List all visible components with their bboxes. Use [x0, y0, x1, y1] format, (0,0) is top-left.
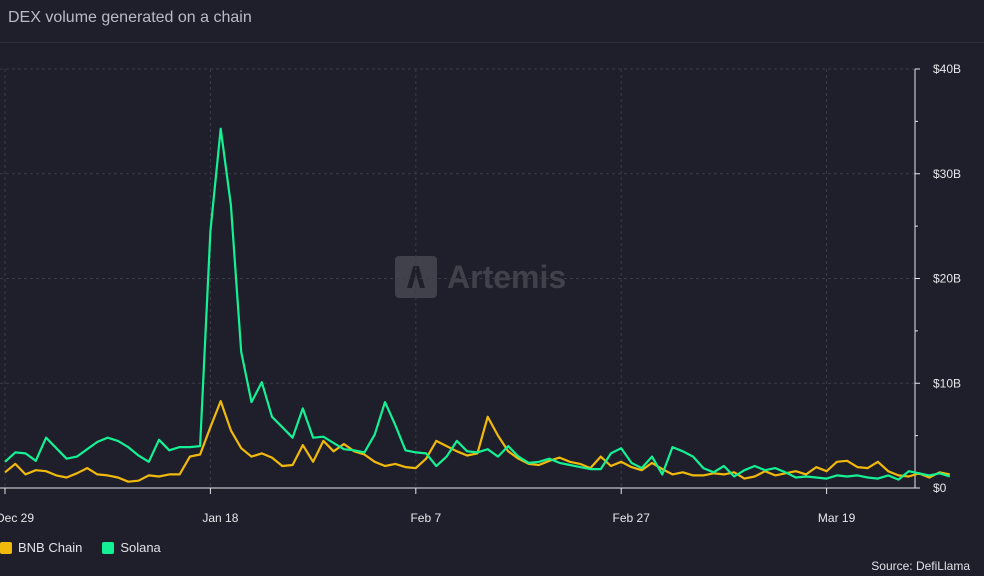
grid-layer	[0, 68, 915, 488]
series-layer	[4, 127, 951, 483]
y-tick-label: $40B	[933, 62, 961, 76]
axis-layer	[0, 68, 920, 494]
y-tick-label: $30B	[933, 167, 961, 181]
watermark-text: Artemis	[447, 258, 567, 295]
y-tick-label: $0	[933, 481, 947, 495]
legend-item-solana[interactable]: Solana	[102, 540, 161, 555]
label-layer: $0 $10B $20B $30B $40B Dec 29 Jan 18 Feb 7 Feb 2…	[0, 62, 961, 525]
x-tick-label: Dec 29	[0, 511, 34, 525]
legend-swatch-solana	[102, 541, 115, 554]
legend: BNB Chain Solana	[0, 540, 161, 555]
series-line-solana	[4, 127, 951, 481]
legend-label-solana: Solana	[120, 540, 161, 555]
x-tick-label: Mar 19	[818, 511, 856, 525]
chart-title: DEX volume generated on a chain	[8, 9, 252, 26]
y-tick-label: $20B	[933, 272, 961, 286]
x-tick-label: Feb 27	[613, 511, 651, 525]
series-points-solana	[4, 128, 950, 480]
x-tick-label: Feb 7	[410, 511, 441, 525]
legend-label-bnb: BNB Chain	[18, 540, 83, 555]
series-points-bnb-chain	[4, 401, 950, 482]
y-tick-label: $10B	[933, 376, 961, 390]
header-divider	[0, 42, 984, 43]
source-note: Source: DefiLlama	[871, 559, 970, 573]
x-tick-label: Jan 18	[202, 511, 238, 525]
legend-item-bnb[interactable]: BNB Chain	[0, 540, 82, 555]
series-line-bnb-chain	[4, 400, 951, 483]
legend-swatch-bnb	[0, 541, 12, 554]
